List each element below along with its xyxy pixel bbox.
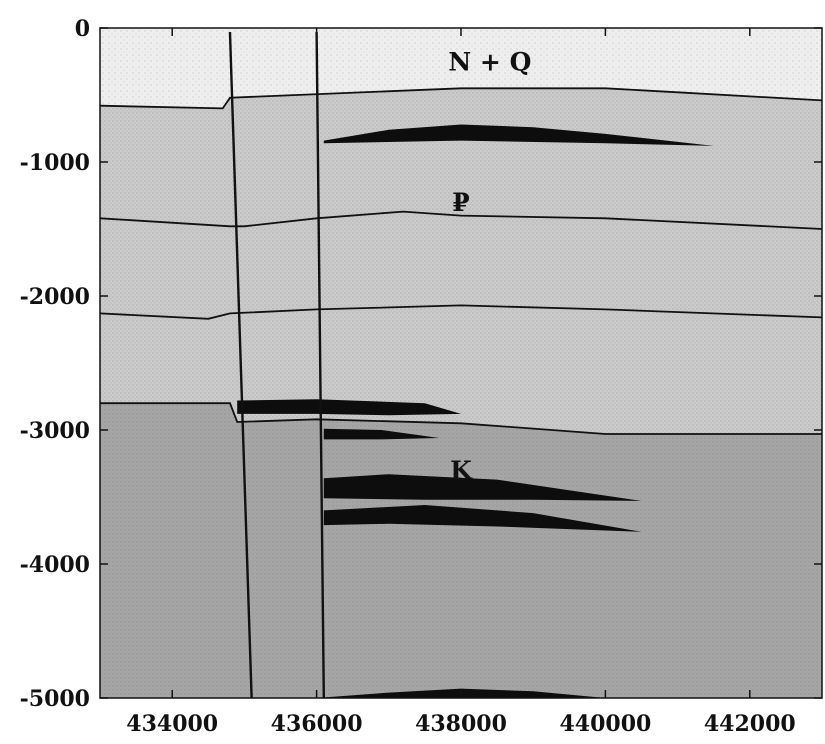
deposit-lens — [323, 505, 642, 532]
x-tick-label: 438000 — [415, 711, 507, 737]
y-tick-label: -2000 — [20, 284, 90, 310]
unit-label: K — [450, 456, 473, 485]
well-line — [228, 31, 253, 699]
x-tick-label: 434000 — [126, 711, 218, 737]
layer-nq-texture — [100, 28, 822, 109]
horizon-top-paleogene — [99, 87, 823, 110]
deposit-lens — [237, 399, 461, 416]
unit-label: N + Q — [448, 48, 531, 77]
well-line — [315, 31, 326, 699]
deposit-lens — [323, 474, 642, 501]
layer-p-texture — [100, 88, 822, 435]
x-tick-label: 442000 — [704, 711, 796, 737]
horizon-intra-paleogene-2 — [99, 304, 823, 320]
y-tick-label: -3000 — [20, 418, 90, 444]
horizon-intra-paleogene-1 — [99, 210, 823, 230]
y-tick-label: -4000 — [20, 552, 90, 578]
x-tick-label: 436000 — [271, 711, 363, 737]
x-tick-label: 440000 — [559, 711, 651, 737]
y-tick-label: 0 — [75, 16, 90, 42]
horizon-top-cretaceous — [100, 402, 822, 435]
deposit-lens — [323, 428, 440, 440]
deposit-lens — [323, 124, 714, 146]
y-tick-label: -5000 — [20, 686, 90, 712]
y-tick-label: -1000 — [20, 150, 90, 176]
unit-label: ₽ — [452, 188, 469, 217]
